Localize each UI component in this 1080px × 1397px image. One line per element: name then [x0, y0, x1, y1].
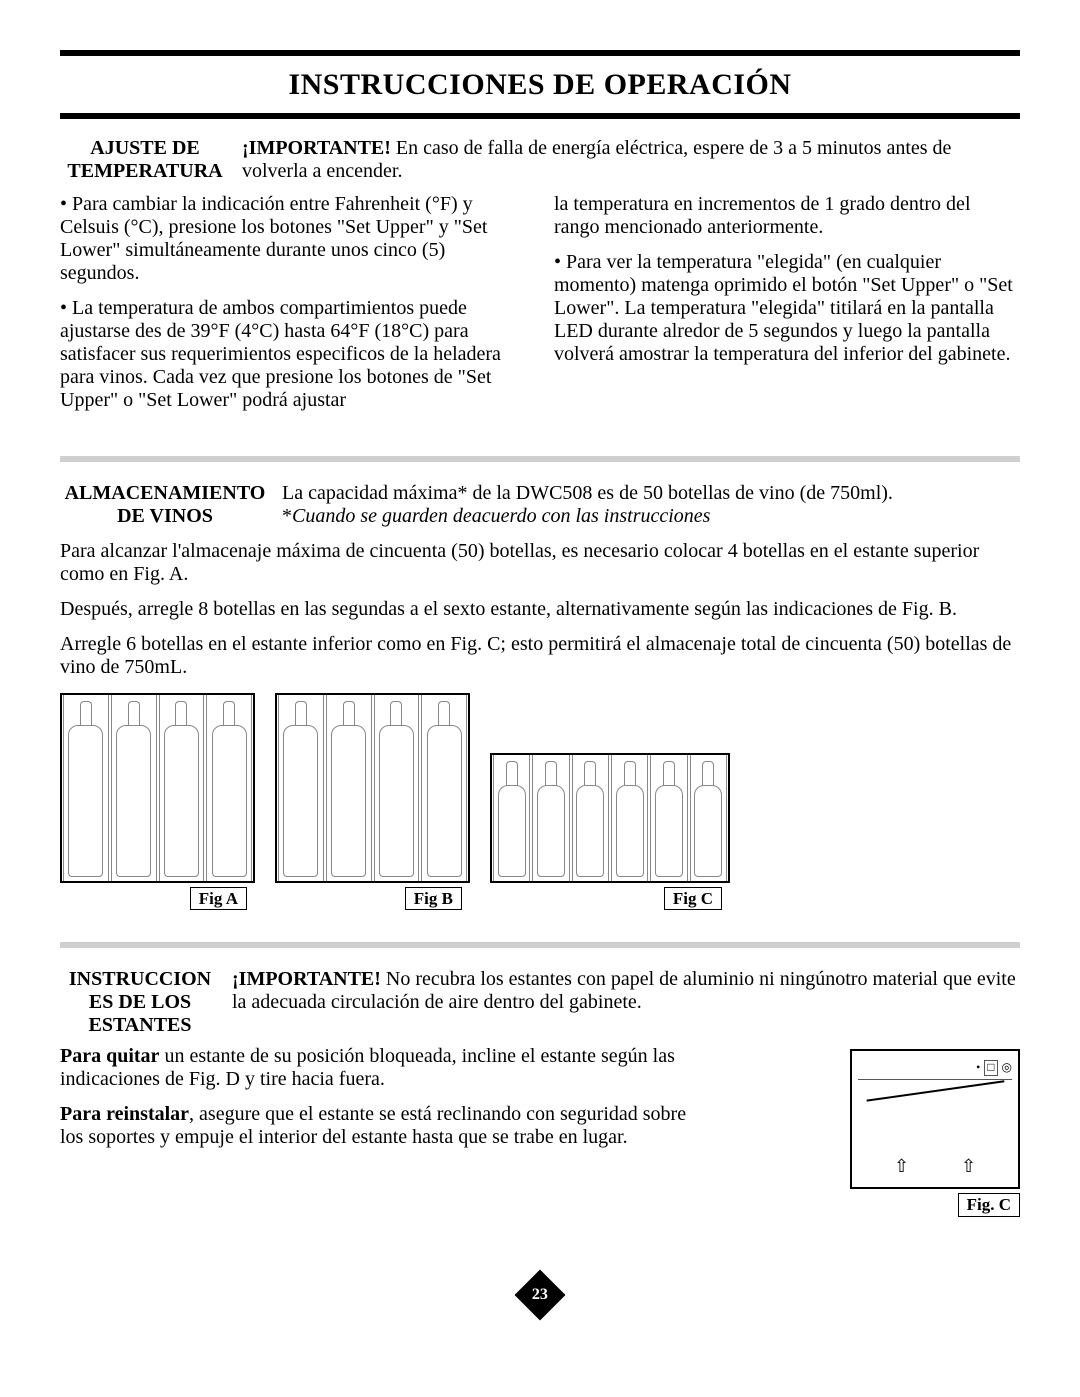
figure-a-caption: Fig A — [190, 887, 247, 911]
storage-intro-star: * — [282, 505, 292, 527]
section-temperature: AJUSTE DE TEMPERATURA ¡IMPORTANTE! En ca… — [60, 137, 1020, 424]
section-storage: ALMACENAMIENTO DE VINOS La capacidad máx… — [60, 482, 1020, 911]
temperature-label: AJUSTE DE TEMPERATURA — [60, 137, 230, 183]
figure-d-top: •□◎ — [858, 1057, 1012, 1080]
section-shelves: INSTRUCCION ES DE LOS ESTANTES ¡IMPORTAN… — [60, 968, 1020, 1217]
temperature-col-left: • Para cambiar la indicación entre Fahre… — [60, 193, 526, 424]
temp-left-p2: • La temperatura de ambos compartimiento… — [60, 297, 526, 412]
temperature-columns: • Para cambiar la indicación entre Fahre… — [60, 193, 1020, 424]
temperature-col-right: la temperatura en incrementos de 1 grado… — [554, 193, 1020, 424]
bottle-icon — [421, 695, 467, 881]
shelves-label: INSTRUCCION ES DE LOS ESTANTES — [60, 968, 220, 1037]
bottle-icon — [572, 755, 609, 881]
bottle-icon — [206, 695, 252, 881]
figure-b-caption: Fig B — [405, 887, 462, 911]
storage-intro-italic: Cuando se guarden deacuerdo con las inst… — [292, 505, 710, 527]
temp-right-p1: la temperatura en incrementos de 1 grado… — [554, 193, 1020, 239]
temp-right-p2: • Para ver la temperatura "elegida" (en … — [554, 251, 1020, 366]
figure-b-wrap: Fig B — [275, 693, 470, 911]
bottle-icon — [326, 695, 372, 881]
temp-left-p1: • Para cambiar la indicación entre Fahre… — [60, 193, 526, 285]
shelves-reinstall-bold: Para reinstalar — [60, 1103, 189, 1125]
figure-c — [490, 753, 730, 883]
page-number-wrap: 23 — [60, 1277, 1020, 1313]
figure-b — [275, 693, 470, 883]
bottle-icon — [159, 695, 205, 881]
arrow-up-icon: ⇧ — [894, 1156, 909, 1177]
figure-a-wrap: Fig A — [60, 693, 255, 911]
figure-c-wrap: Fig C — [490, 753, 730, 911]
title-rule — [60, 113, 1020, 119]
shelves-body: Para quitar un estante de su posición bl… — [60, 1045, 1020, 1217]
figure-d-caption: Fig. C — [958, 1193, 1020, 1217]
storage-intro-line1: La capacidad máxima* de la DWC508 es de … — [282, 482, 893, 504]
page-title: INSTRUCCIONES DE OPERACIÓN — [60, 56, 1020, 113]
storage-label: ALMACENAMIENTO DE VINOS — [60, 482, 270, 528]
figure-d: •□◎ ⇧⇧ — [850, 1049, 1020, 1189]
figure-d-mid — [858, 1080, 1012, 1149]
bottle-icon — [374, 695, 420, 881]
storage-intro: La capacidad máxima* de la DWC508 es de … — [282, 482, 893, 528]
grey-divider-1 — [60, 456, 1020, 462]
bottle-icon — [650, 755, 687, 881]
figure-a — [60, 693, 255, 883]
figure-a-bottles — [62, 695, 253, 881]
shelves-remove-bold: Para quitar — [60, 1045, 159, 1067]
figure-c-bottles — [492, 755, 728, 881]
bottle-icon — [532, 755, 569, 881]
shelves-important-label: ¡IMPORTANTE! — [232, 968, 381, 990]
figure-c-caption: Fig C — [664, 887, 722, 911]
temperature-intro: ¡IMPORTANTE! En caso de falla de energía… — [242, 137, 1020, 183]
figure-b-bottles — [277, 695, 468, 881]
arrow-up-icon: ⇧ — [961, 1156, 976, 1177]
page-number: 23 — [532, 1285, 548, 1303]
storage-p1: Para alcanzar l'almacenaje máxima de cin… — [60, 540, 1020, 586]
bottle-icon — [690, 755, 727, 881]
figure-d-wrap: •□◎ ⇧⇧ Fig. C — [850, 1049, 1020, 1217]
storage-p2: Después, arregle 8 botellas en las segun… — [60, 598, 1020, 621]
shelf-line-icon — [866, 1080, 1004, 1101]
shelves-intro: ¡IMPORTANTE! No recubra los estantes con… — [232, 968, 1020, 1014]
important-label: ¡IMPORTANTE! — [242, 137, 391, 159]
grey-divider-2 — [60, 942, 1020, 948]
page-number-diamond: 23 — [515, 1269, 566, 1320]
figure-d-bot: ⇧⇧ — [858, 1149, 1012, 1181]
bottle-icon — [278, 695, 324, 881]
bottle-icon — [611, 755, 648, 881]
shelves-text: Para quitar un estante de su posición bl… — [60, 1045, 710, 1161]
bottle-icon — [493, 755, 530, 881]
bottle-icon — [63, 695, 109, 881]
figures-row: Fig A Fig B — [60, 693, 1020, 911]
storage-p3: Arregle 6 botellas en el estante inferio… — [60, 633, 1020, 679]
bottle-icon — [111, 695, 157, 881]
